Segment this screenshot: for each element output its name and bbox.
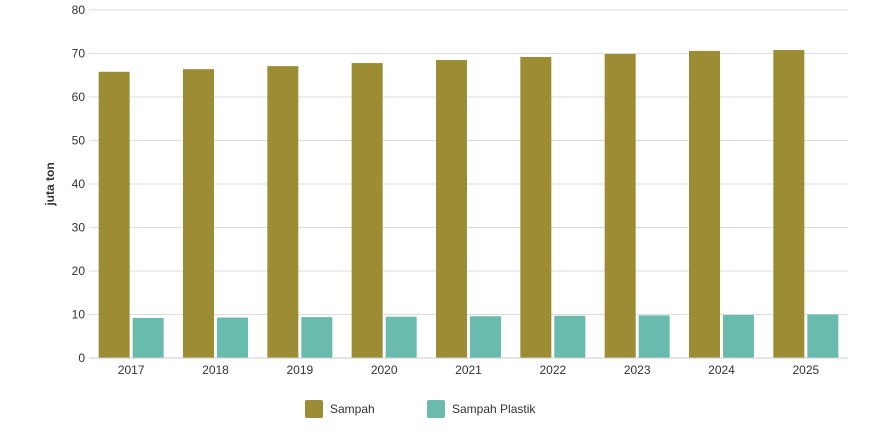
y-tick-label: 60: [72, 90, 86, 104]
y-tick-label: 30: [72, 221, 86, 235]
bar-sampah-plastik-2023[interactable]: [638, 315, 670, 358]
y-axis-ticks: 0 10 20 30 40 50 60 70 80: [72, 3, 86, 365]
y-tick-label: 80: [72, 3, 86, 17]
legend: Sampah Sampah Plastik: [0, 398, 870, 420]
bar-sampah-2019[interactable]: [267, 66, 299, 359]
bar-sampah-plastik-2020[interactable]: [385, 316, 417, 358]
legend-item-sampah-plastik[interactable]: Sampah Plastik: [427, 398, 535, 420]
bar-sampah-2024[interactable]: [689, 50, 720, 358]
y-axis-label: juta ton: [43, 162, 57, 206]
legend-item-sampah[interactable]: Sampah: [305, 398, 375, 420]
legend-swatch-sampah-plastik: [427, 400, 445, 418]
bar-sampah-plastik-2022[interactable]: [554, 315, 586, 358]
bar-sampah-2023[interactable]: [604, 53, 636, 359]
y-tick-label: 40: [72, 177, 86, 191]
y-tick-label: 50: [72, 134, 86, 148]
bar-sampah-plastik-2017[interactable]: [132, 317, 164, 358]
bar-sampah-plastik-2024[interactable]: [723, 314, 754, 358]
x-axis-ticks: 2017 2018 2019 2020 2021 2022 2023 2024 2025: [118, 363, 820, 377]
bar-sampah-plastik-2019[interactable]: [301, 317, 333, 358]
x-tick-label: 2018: [202, 363, 229, 377]
x-tick-label: 2019: [286, 363, 313, 377]
y-tick-label: 70: [72, 47, 86, 61]
x-tick-label: 2021: [455, 363, 482, 377]
x-tick-label: 2022: [539, 363, 566, 377]
bar-sampah-plastik-2021[interactable]: [470, 316, 501, 358]
y-tick-label: 10: [72, 308, 86, 322]
bar-sampah-2025[interactable]: [773, 50, 805, 359]
y-tick-label: 0: [78, 351, 85, 365]
bar-sampah-plastik-2018[interactable]: [217, 317, 248, 358]
gridlines: [89, 9, 848, 359]
bar-sampah-2022[interactable]: [520, 56, 552, 358]
bar-sampah-2017[interactable]: [98, 71, 130, 359]
bar-sampah-2021[interactable]: [436, 60, 467, 359]
y-tick-label: 20: [72, 264, 86, 278]
legend-swatch-sampah: [305, 400, 323, 418]
x-tick-label: 2020: [371, 363, 398, 377]
legend-label-sampah-plastik: Sampah Plastik: [452, 402, 536, 416]
bars: [98, 50, 839, 359]
bar-sampah-2020[interactable]: [351, 63, 383, 358]
x-tick-label: 2024: [708, 363, 735, 377]
bar-sampah-plastik-2025[interactable]: [807, 314, 839, 359]
legend-label-sampah: Sampah: [330, 402, 375, 416]
x-tick-label: 2023: [624, 363, 651, 377]
x-tick-label: 2017: [118, 363, 145, 377]
x-tick-label: 2025: [792, 363, 819, 377]
bar-sampah-2018[interactable]: [183, 69, 214, 358]
